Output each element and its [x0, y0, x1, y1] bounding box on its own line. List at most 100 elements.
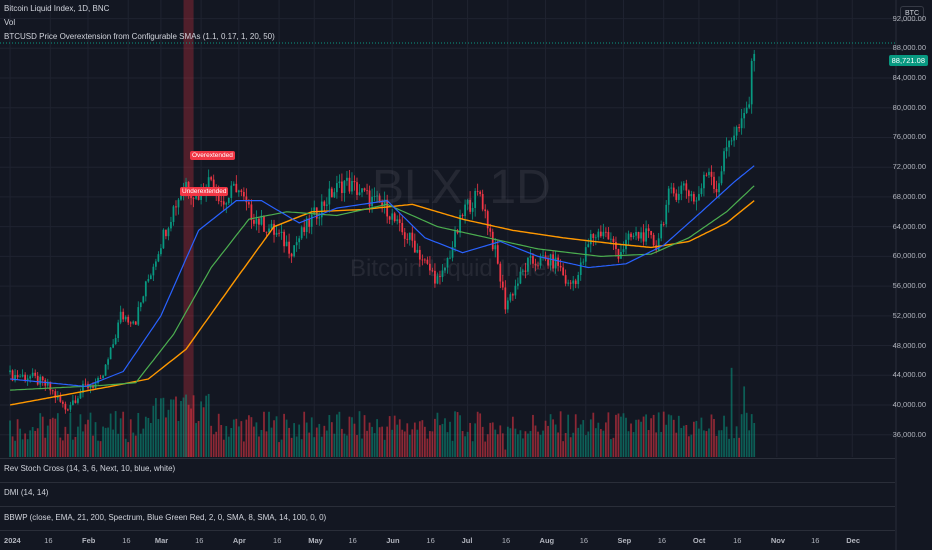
chart-title[interactable]: Bitcoin Liquid Index, 1D, BNC [4, 4, 110, 13]
stoch-legend[interactable]: Rev Stoch Cross (14, 3, 6, Next, 10, blu… [4, 464, 176, 473]
price-tick-label: 44,000.00 [892, 370, 926, 380]
volume-bar [265, 431, 268, 457]
volume-bar [318, 423, 321, 457]
time-tick-label: Dec [846, 536, 861, 545]
volume-bar [167, 409, 170, 457]
candle-body [137, 307, 140, 325]
candle-body [446, 258, 449, 268]
candle-body [630, 233, 632, 238]
price-tick-label: 52,000.00 [892, 310, 926, 320]
volume-bar [89, 412, 92, 457]
candle-body [748, 104, 751, 108]
candle-body [449, 257, 451, 259]
candle-body [351, 180, 353, 192]
moving-averages [9, 165, 755, 406]
candle-body [280, 231, 283, 234]
volume-bar [740, 414, 743, 457]
candle-body [522, 270, 524, 272]
candle-body [195, 195, 197, 199]
candle-body [245, 196, 248, 203]
candle-body [738, 127, 741, 129]
volume-bar [464, 436, 466, 457]
volume-bar [258, 436, 260, 457]
volume-bar [441, 423, 444, 457]
volume-bar [237, 426, 240, 457]
candle-body [451, 246, 454, 258]
volume-bar [82, 431, 84, 457]
volume-bar [227, 436, 230, 457]
volume-bar [481, 426, 484, 457]
candle-body [363, 188, 366, 191]
candle-body [476, 190, 479, 192]
price-tick-label: 56,000.00 [892, 281, 926, 291]
candle-body [582, 261, 585, 263]
price-tick-label: 88,000.00 [892, 43, 926, 53]
volume-bar [552, 419, 554, 457]
volume-bar [137, 412, 140, 457]
dmi-legend[interactable]: DMI (14, 14) [4, 488, 49, 497]
time-tick-label: 16 [122, 536, 131, 545]
candle-body [406, 238, 409, 240]
candle-body [622, 249, 625, 252]
indicator-legend[interactable]: BTCUSD Price Overextension from Configur… [4, 32, 275, 41]
volume-bar [393, 415, 396, 457]
volume-bar [416, 429, 419, 457]
candle-body [333, 192, 336, 198]
volume-bar [730, 367, 733, 457]
candle-body [139, 302, 142, 308]
volume-bar [39, 413, 42, 457]
volume-bar [313, 437, 316, 457]
volume-bar [429, 431, 431, 457]
time-tick-label: Sep [617, 536, 632, 545]
candle-body [554, 257, 557, 269]
candle-body [484, 209, 487, 212]
volume-bar [142, 428, 145, 457]
candle-body [670, 187, 673, 189]
volume-bar [77, 426, 79, 457]
time-tick-label: Oct [692, 536, 706, 545]
volume-bar [557, 432, 559, 457]
bbwp-legend[interactable]: BBWP (close, EMA, 21, 200, Spectrum, Blu… [4, 513, 327, 522]
candle-body [14, 374, 16, 381]
volume-bar [562, 441, 565, 457]
volume-bar [542, 430, 544, 457]
candle-body [401, 222, 404, 233]
candle-body [698, 194, 700, 201]
candle-body [260, 215, 263, 225]
volume-bar [594, 428, 597, 457]
candle-body [157, 254, 160, 262]
candle-body [501, 281, 504, 288]
volume-legend[interactable]: Vol [4, 18, 16, 27]
candle-body [645, 228, 647, 242]
candle-body [122, 311, 125, 320]
candle-body [466, 199, 469, 205]
candle-body [398, 219, 401, 223]
volume-bar [225, 426, 228, 457]
candle-body [524, 270, 527, 272]
candle-body [657, 238, 660, 251]
candle-body [310, 214, 313, 227]
volume-bar [431, 431, 434, 457]
candle-body [368, 190, 371, 207]
candle-body [102, 375, 104, 378]
candle-body [589, 234, 592, 245]
candle-body [51, 390, 54, 392]
volume-bar [534, 425, 537, 457]
volume-bar [323, 425, 326, 457]
candle-body [672, 187, 675, 194]
volume-bar [504, 449, 507, 457]
candle-body [268, 228, 270, 233]
candle-body [197, 195, 200, 200]
volume-bar [59, 437, 62, 457]
volume-bar [235, 418, 238, 457]
candle-body [77, 398, 79, 403]
volume-bar [650, 418, 653, 457]
volume-bar [242, 441, 245, 457]
volume-bar [670, 415, 673, 457]
candle-body [444, 267, 446, 271]
candle-body [89, 386, 92, 389]
volume-bar [217, 413, 220, 457]
currency-selector[interactable]: BTC [900, 6, 924, 21]
volume-bar [627, 431, 630, 457]
